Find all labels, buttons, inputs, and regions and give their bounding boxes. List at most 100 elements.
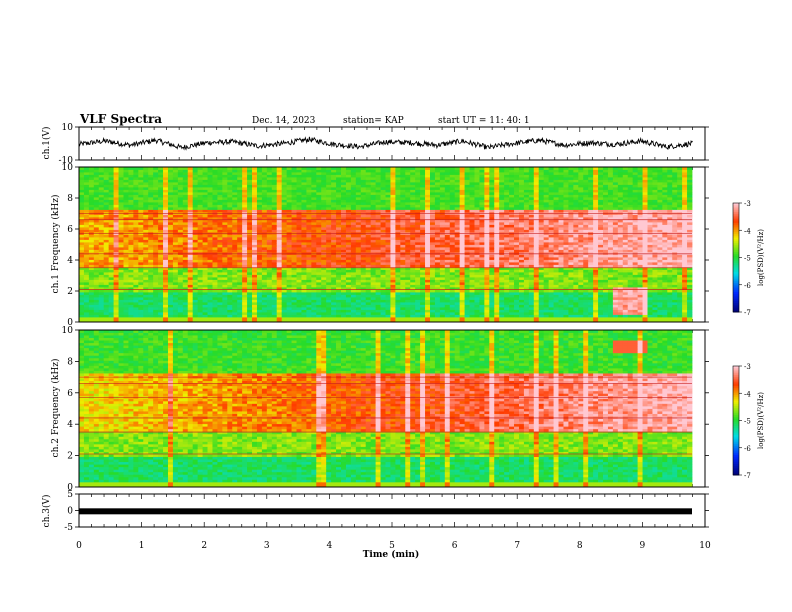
spectrogram-cell [177,207,184,210]
spectrogram-cell [153,317,159,320]
spectrogram-cell [360,189,367,193]
spectrogram-cell [118,257,124,260]
spectrogram-cell [415,297,421,300]
spectrogram-cell [153,174,159,178]
spectrogram-cell [296,259,302,263]
spectrogram-cell [326,249,332,253]
spectrogram-cell [420,239,426,243]
spectrogram-cell [281,317,288,320]
spectrogram-cell [271,219,278,223]
spectrogram-cell [429,174,436,178]
spectrogram-cell [108,192,114,195]
spectrogram-cell [420,274,426,278]
spectrogram-cell [256,257,263,260]
spectrogram-cell [439,297,446,300]
spectrogram-cell [227,312,233,315]
spectrogram-cell [316,254,322,258]
spectrogram-cell [276,254,283,258]
spectrogram-cell [425,312,431,315]
spectrogram-cell [167,282,174,285]
spectrogram-cell [98,272,105,275]
spectrogram-cell [217,179,223,183]
spectrogram-cell [350,294,357,298]
spectrogram-cell [252,279,258,283]
spectrogram-cell [237,279,243,283]
spectrogram-cell [331,297,337,300]
spectrogram-cell [177,239,184,243]
spectrogram-cell [187,167,194,170]
spectrogram-cell [306,177,312,180]
spectrogram-cell [118,229,124,233]
spectrogram-cell [365,184,372,188]
spectrogram-cell [79,282,85,285]
spectrogram-cell [108,199,114,203]
spectrogram-cell [266,167,273,170]
spectrogram-cell [182,264,189,268]
spectrogram-cell [222,267,228,270]
spectrogram-cell [217,237,223,240]
spectrogram-cell [167,204,174,208]
spectrogram-cell [172,214,179,218]
spectrogram-cell [321,184,327,188]
spectrogram-cell [256,192,263,195]
spectrogram-cell [212,249,218,253]
spectrogram-cell [380,284,386,288]
spectrogram-cell [202,224,208,228]
spectrogram-cell [311,192,317,195]
spectrogram-cell [266,262,273,265]
spectrogram-cell [345,229,352,233]
spectrogram-cell [222,274,228,278]
spectrogram-cell [291,207,297,210]
spectrogram-cell [271,294,278,298]
spectrogram-cell [153,274,159,278]
spectrogram-cell [365,192,372,195]
spectrogram-cell [113,274,119,278]
spectrogram-cell [365,227,372,230]
spectrogram-cell [167,254,174,258]
spectrogram-cell [177,197,184,200]
spectrogram-cell [207,182,213,185]
spectrogram-cell [449,217,456,220]
spectrogram-cell [375,309,381,313]
spectrogram-cell [345,172,352,175]
spectrogram-cell [370,224,377,228]
spectrogram-cell [252,269,258,273]
spectrogram-cell [103,174,110,178]
spectrogram-cell [232,234,238,238]
spectrogram-cell [395,202,401,205]
spectrogram-cell [113,262,119,265]
spectrogram-cell [385,217,391,220]
spectrogram-cell [390,309,396,313]
spectrogram-cell [439,184,446,188]
spectrogram-cell [88,284,95,288]
spectrogram-cell [321,304,327,308]
spectrogram-cell [375,272,381,275]
spectrogram-cell [79,214,85,218]
spectrogram-cell [345,174,352,178]
spectrogram-cell [217,267,223,270]
spectrogram-cell [212,187,218,190]
spectrogram-cell [380,189,386,193]
spectrogram-cell [172,287,179,290]
spectrogram-cell [148,247,154,250]
spectrogram-cell [98,287,105,290]
spectrogram-cell [271,309,278,313]
spectrogram-cell [212,174,218,178]
spectrogram-cell [276,312,283,315]
spectrogram-cell [163,259,169,263]
spectrogram-cell [153,264,159,268]
spectrogram-cell [113,309,119,313]
spectrogram-cell [237,207,243,210]
spectrogram-cell [232,269,238,273]
spectrogram-cell [331,319,337,323]
spectrogram-cell [227,317,233,320]
spectrogram-cell [420,224,426,228]
spectrogram-cell [133,277,139,280]
spectrogram-cell [415,307,421,310]
spectrogram-cell [212,179,218,183]
spectrogram-cell [420,292,426,295]
spectrogram-cell [316,319,322,323]
spectrogram-cell [247,197,253,200]
spectrogram-cell [197,167,203,170]
spectrogram-cell [390,294,396,298]
